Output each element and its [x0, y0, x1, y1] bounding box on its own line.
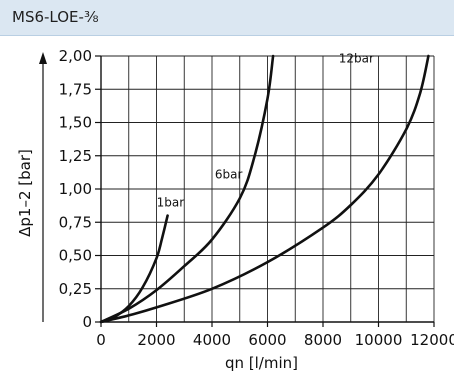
y-tick-label: 1,25: [59, 147, 92, 165]
x-tick-label: 0: [96, 331, 106, 349]
y-tick-label: 1,75: [59, 80, 92, 98]
series-label-12bar: 12bar: [339, 52, 374, 66]
ticks-group: 0 2000 4000 6000 8000 10000 12000 0 0,25 0,50 0,75…: [59, 47, 454, 349]
y-tick-label: 2,00: [59, 47, 92, 65]
y-axis-title: Δp1–2 [bar]: [16, 149, 34, 237]
x-tick-label: 12000: [410, 331, 454, 349]
y-axis-arrow-head: [39, 52, 47, 64]
y-tick-label: 1,00: [59, 180, 92, 198]
series-label-6bar: 6bar: [215, 167, 243, 181]
x-tick-label: 8000: [304, 331, 342, 349]
x-tick-label: 10000: [355, 331, 403, 349]
curves-group: [99, 54, 430, 324]
axes-group: [39, 52, 434, 323]
x-axis-title: qn [l/min]: [225, 354, 298, 372]
series-line-6bar: [99, 54, 275, 324]
product-title: MS6-LOE-⅜: [12, 8, 99, 26]
x-tick-label: 4000: [193, 331, 231, 349]
x-tick-label: 2000: [137, 331, 175, 349]
x-tick-label: 6000: [248, 331, 286, 349]
y-tick-label: 1,50: [59, 114, 92, 132]
y-tick-label: 0,50: [59, 247, 92, 265]
series-line-12bar: [99, 54, 430, 324]
y-tick-label: 0: [82, 313, 92, 331]
y-tick-label: 0,25: [59, 280, 92, 298]
labels-group: 1bar 6bar 12bar: [157, 52, 374, 210]
series-label-1bar: 1bar: [157, 195, 185, 209]
title-bar: MS6-LOE-⅜: [0, 0, 454, 36]
y-tick-label: 0,75: [59, 213, 92, 231]
